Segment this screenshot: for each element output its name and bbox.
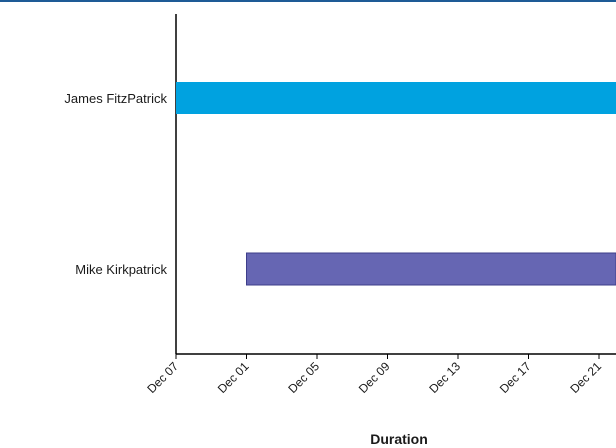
bar-1 [176,82,616,114]
x-tick-label: Dec 01 [215,359,252,396]
x-tick-label: Dec 05 [285,359,322,396]
x-tick-label: Dec 13 [426,359,463,396]
bar-2 [246,252,616,286]
x-axis-title: Duration [370,431,428,447]
x-tick-label: Dec 07 [144,359,181,396]
x-tick-label: Dec 09 [356,359,393,396]
category-label: Mike Kirkpatrick [75,262,167,277]
top-rule [0,0,616,2]
x-tick-label: Dec 17 [497,359,534,396]
category-label: James FitzPatrick [64,91,167,106]
x-tick-label: Dec 21 [567,359,604,396]
